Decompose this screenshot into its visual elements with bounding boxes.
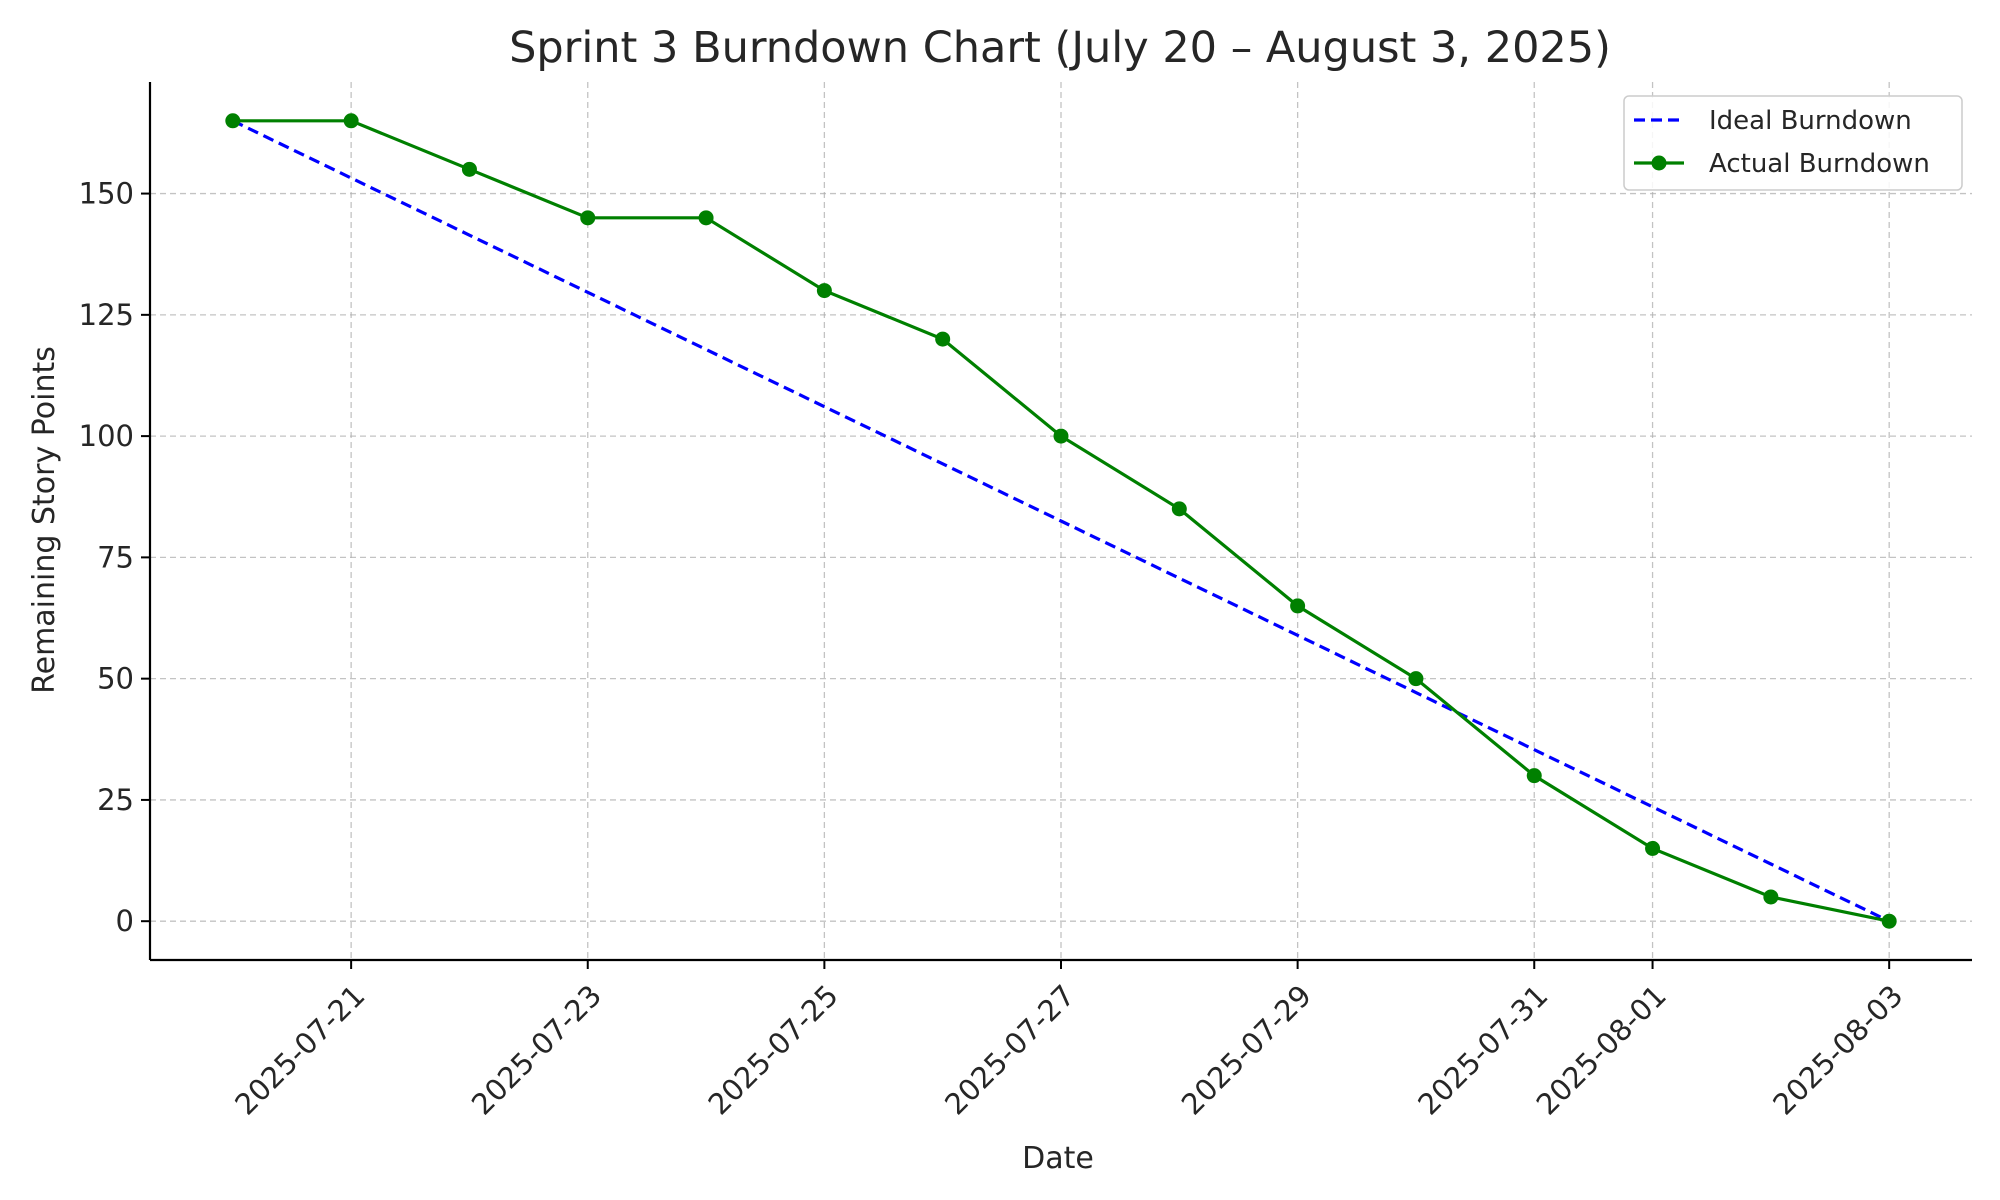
legend-ideal-label: Ideal Burndown — [1709, 106, 1912, 136]
actual-burndown-point — [580, 210, 596, 226]
actual-burndown-point — [1171, 501, 1187, 517]
legend-actual-label: Actual Burndown — [1709, 149, 1930, 179]
legend: Ideal Burndown Actual Burndown — [1623, 95, 1963, 191]
y-tick-label: 25 — [97, 783, 134, 817]
actual-burndown-point — [816, 283, 832, 299]
axes — [141, 82, 1972, 969]
x-tick-label: 2025-08-03 — [1766, 978, 1909, 1121]
actual-burndown-point — [1763, 889, 1779, 905]
x-axis-label: Date — [1022, 1141, 1094, 1176]
tick-labels: 0 25 50 75 100 125 150 2025-07-21 2025-07-23 2025… — [79, 177, 1910, 1122]
chart-title: Sprint 3 Burndown Chart (July 20 – Augus… — [509, 23, 1611, 73]
y-tick-label: 50 — [97, 662, 134, 696]
x-tick-label: 2025-07-29 — [1175, 978, 1318, 1121]
legend-actual-marker — [1651, 155, 1667, 171]
x-tick-label: 2025-07-23 — [465, 978, 608, 1121]
y-tick-label: 125 — [79, 298, 134, 332]
actual-burndown-point — [461, 161, 477, 177]
x-tick-label: 2025-07-25 — [701, 978, 844, 1121]
actual-burndown-point — [935, 331, 951, 347]
y-axis-label: Remaining Story Points — [27, 346, 62, 694]
y-tick-label: 0 — [116, 904, 134, 938]
actual-burndown-point — [1290, 598, 1306, 614]
actual-burndown-point — [1053, 428, 1069, 444]
y-tick-label: 150 — [79, 177, 134, 211]
legend-box — [1623, 95, 1963, 191]
actual-burndown-point — [1408, 671, 1424, 687]
ideal-burndown-line — [232, 119, 1890, 923]
actual-burndown-point — [698, 210, 714, 226]
x-tick-label: 2025-07-21 — [228, 978, 371, 1121]
y-tick-label: 100 — [79, 419, 134, 453]
actual-burndown-point — [343, 113, 359, 129]
actual-burndown-point — [1526, 768, 1542, 784]
series-layer — [225, 113, 1897, 929]
actual-burndown-point — [1645, 840, 1661, 856]
y-tick-label: 75 — [97, 540, 134, 574]
actual-burndown-point — [225, 113, 241, 129]
actual-burndown-point — [1881, 913, 1897, 929]
x-tick-label: 2025-07-27 — [938, 978, 1081, 1121]
